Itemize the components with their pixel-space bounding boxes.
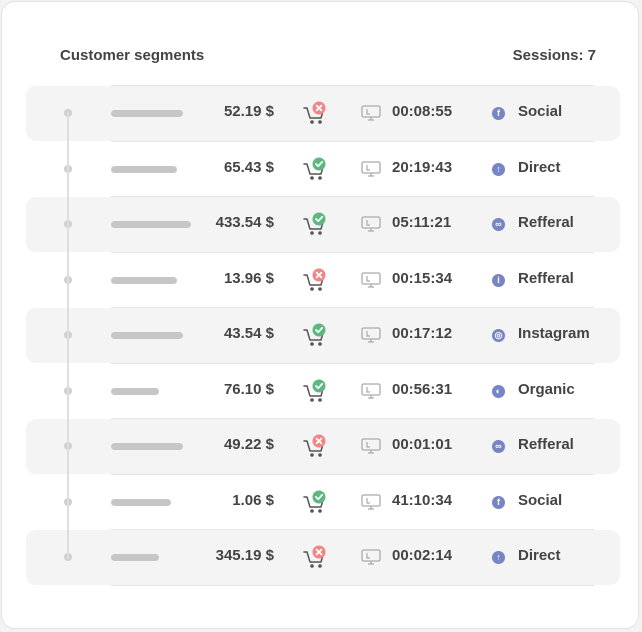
source-label: Instagram: [518, 325, 590, 342]
cart-success-icon: [302, 378, 328, 404]
row-divider: [111, 363, 594, 364]
facebook-icon: f: [492, 496, 505, 509]
cart-failed-icon: [302, 100, 328, 126]
monitor-icon: [361, 383, 381, 399]
monitor-icon: [361, 494, 381, 510]
source-label: Direct: [518, 547, 561, 564]
cart-success-icon: [302, 211, 328, 237]
source-label: Social: [518, 103, 563, 120]
amount-value: 43.54 $: [223, 325, 274, 342]
cart-failed-icon: [302, 267, 328, 293]
list-item[interactable]: 65.43 $ 20:19:43 ↑ Direct: [26, 142, 620, 197]
monitor-icon: [361, 161, 381, 177]
link-icon: ∞: [492, 218, 505, 231]
link-icon: ∞: [492, 440, 505, 453]
source-label: Refferal: [518, 270, 574, 287]
amount-value: 1.06 $: [232, 492, 274, 509]
row-divider: [111, 85, 594, 86]
row-divider: [111, 196, 594, 197]
timeline-line: [67, 112, 69, 559]
list-item[interactable]: 52.19 $ 00:08:55 f Social: [26, 86, 620, 141]
amount-value: 65.43 $: [223, 159, 274, 176]
session-duration: 00:56:31: [392, 381, 453, 398]
monitor-icon: [361, 438, 381, 454]
monitor-icon: [361, 216, 381, 232]
monitor-icon: [361, 549, 381, 565]
session-duration: 00:01:01: [392, 436, 453, 453]
segment-bar: [111, 277, 177, 284]
leaf-icon: ◐: [492, 385, 505, 398]
list-item[interactable]: 49.22 $ 00:01:01 ∞ Refferal: [26, 419, 620, 474]
row-divider: [111, 474, 594, 475]
amount-value: 433.54 $: [215, 214, 274, 231]
segment-bar: [111, 332, 183, 339]
amount-value: 49.22 $: [223, 436, 274, 453]
session-duration: 41:10:34: [392, 492, 453, 509]
arrow-up-icon: ↑: [492, 163, 505, 176]
cart-failed-icon: [302, 433, 328, 459]
cart-failed-icon: [302, 544, 328, 570]
amount-value: 345.19 $: [215, 547, 274, 564]
segment-bar: [111, 499, 171, 506]
session-duration: 00:02:14: [392, 547, 453, 564]
segment-bar: [111, 221, 191, 228]
facebook-icon: f: [492, 107, 505, 120]
list-item[interactable]: 345.19 $ 00:02:14 ↑ Direct: [26, 530, 620, 585]
source-label: Organic: [518, 381, 575, 398]
row-divider: [111, 252, 594, 253]
session-duration: 05:11:21: [392, 214, 452, 231]
row-divider: [111, 141, 594, 142]
list-item[interactable]: 76.10 $ 00:56:31 ◐ Organic: [26, 364, 620, 419]
cart-success-icon: [302, 322, 328, 348]
list-item[interactable]: 43.54 $ 00:17:12 ◎ Instagram: [26, 308, 620, 363]
list-item[interactable]: 13.96 $ 00:15:34 i Refferal: [26, 253, 620, 308]
segment-bar: [111, 388, 159, 395]
instagram-icon: ◎: [492, 329, 505, 342]
segment-bar: [111, 554, 159, 561]
session-duration: 20:19:43: [392, 159, 453, 176]
list-item[interactable]: 433.54 $ 05:11:21 ∞ Refferal: [26, 197, 620, 252]
arrow-up-icon: ↑: [492, 551, 505, 564]
info-icon: i: [492, 274, 505, 287]
source-label: Direct: [518, 159, 561, 176]
monitor-icon: [361, 327, 381, 343]
row-divider: [111, 307, 594, 308]
monitor-icon: [361, 272, 381, 288]
session-duration: 00:17:12: [392, 325, 453, 342]
amount-value: 13.96 $: [223, 270, 274, 287]
row-divider: [111, 585, 594, 586]
card-title: Customer segments: [60, 47, 205, 64]
sessions-count: Sessions: 7: [512, 47, 596, 64]
session-duration: 00:08:55: [392, 103, 453, 120]
amount-value: 52.19 $: [223, 103, 274, 120]
list-item[interactable]: 1.06 $ 41:10:34 f Social: [26, 475, 620, 530]
amount-value: 76.10 $: [223, 381, 274, 398]
row-divider: [111, 529, 594, 530]
source-label: Social: [518, 492, 563, 509]
segment-bar: [111, 443, 183, 450]
segment-bar: [111, 166, 177, 173]
monitor-icon: [361, 105, 381, 121]
cart-success-icon: [302, 156, 328, 182]
session-duration: 00:15:34: [392, 270, 453, 287]
cart-success-icon: [302, 489, 328, 515]
segment-bar: [111, 110, 183, 117]
source-label: Refferal: [518, 214, 574, 231]
row-divider: [111, 418, 594, 419]
source-label: Refferal: [518, 436, 574, 453]
